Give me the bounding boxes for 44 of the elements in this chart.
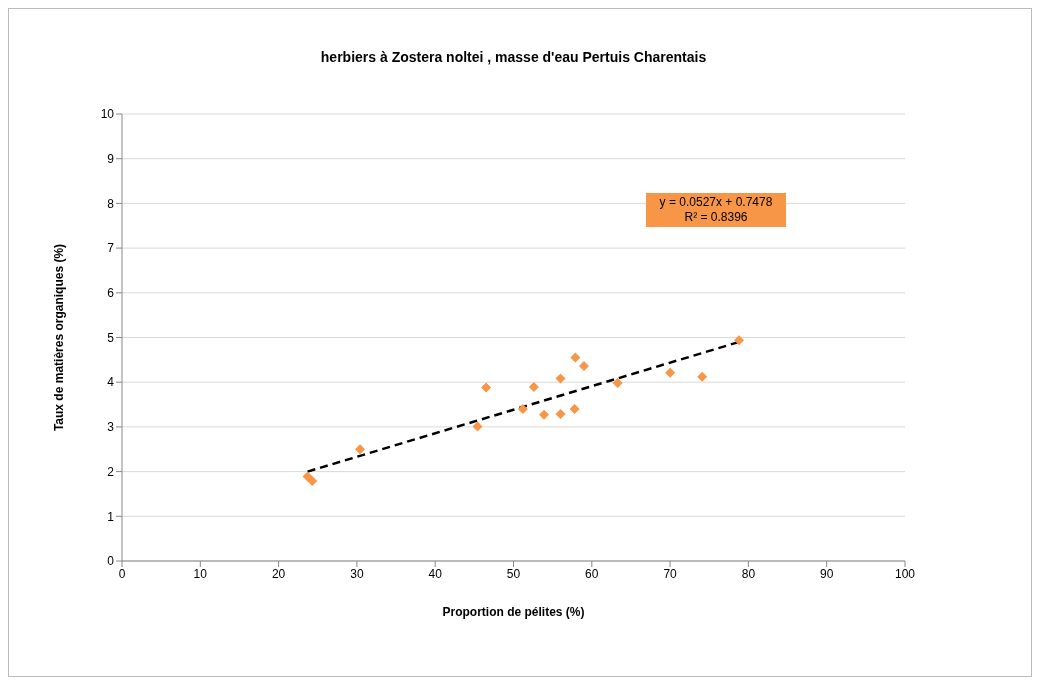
point xyxy=(555,408,566,419)
point xyxy=(481,382,492,393)
y-tick-label: 2 xyxy=(107,464,115,479)
x-tick-label: 10 xyxy=(193,566,208,581)
point xyxy=(528,382,539,393)
point xyxy=(665,367,676,378)
y-tick-label: 8 xyxy=(107,196,115,211)
x-axis-title: Proportion de pélites (%) xyxy=(442,605,585,619)
point xyxy=(472,421,483,432)
point xyxy=(355,444,366,455)
chart-title: herbiers à Zostera noltei , masse d'eau Pertuis Charentais xyxy=(319,49,708,65)
point xyxy=(697,371,708,382)
y-tick-label: 1 xyxy=(107,509,115,524)
point xyxy=(555,373,566,384)
y-tick-label: 10 xyxy=(100,107,115,122)
x-tick-label: 60 xyxy=(585,566,599,581)
x-tick-label: 0 xyxy=(118,566,126,581)
y-tick-label: 5 xyxy=(107,330,115,345)
point xyxy=(307,475,318,486)
x-tick-label: 70 xyxy=(663,566,678,581)
point xyxy=(578,361,589,372)
point xyxy=(612,378,623,389)
point xyxy=(570,352,581,363)
annotation: R² = 0.8396 xyxy=(683,210,749,225)
y-tick-label: 0 xyxy=(107,554,115,569)
y-axis-title: Taux de matières organiques (%) xyxy=(52,243,67,432)
x-tick-label: 40 xyxy=(428,566,443,581)
y-tick-label: 9 xyxy=(107,151,115,166)
point xyxy=(569,404,580,415)
annotation: y = 0.0527x + 0.7478 xyxy=(658,195,774,210)
point xyxy=(302,471,313,482)
point xyxy=(517,404,528,415)
y-tick-label: 6 xyxy=(107,286,115,301)
y-tick-label: 7 xyxy=(107,241,115,256)
point xyxy=(734,335,744,346)
x-tick-label: 50 xyxy=(506,566,521,581)
x-tick-label: 80 xyxy=(741,566,756,581)
point xyxy=(539,409,550,420)
x-tick-label: 20 xyxy=(271,566,286,581)
x-tick-label: 100 xyxy=(894,566,916,581)
y-tick-label: 3 xyxy=(107,420,115,435)
x-tick-label: 90 xyxy=(820,566,834,581)
x-tick-label: 30 xyxy=(350,566,364,581)
y-tick-label: 4 xyxy=(107,375,115,390)
